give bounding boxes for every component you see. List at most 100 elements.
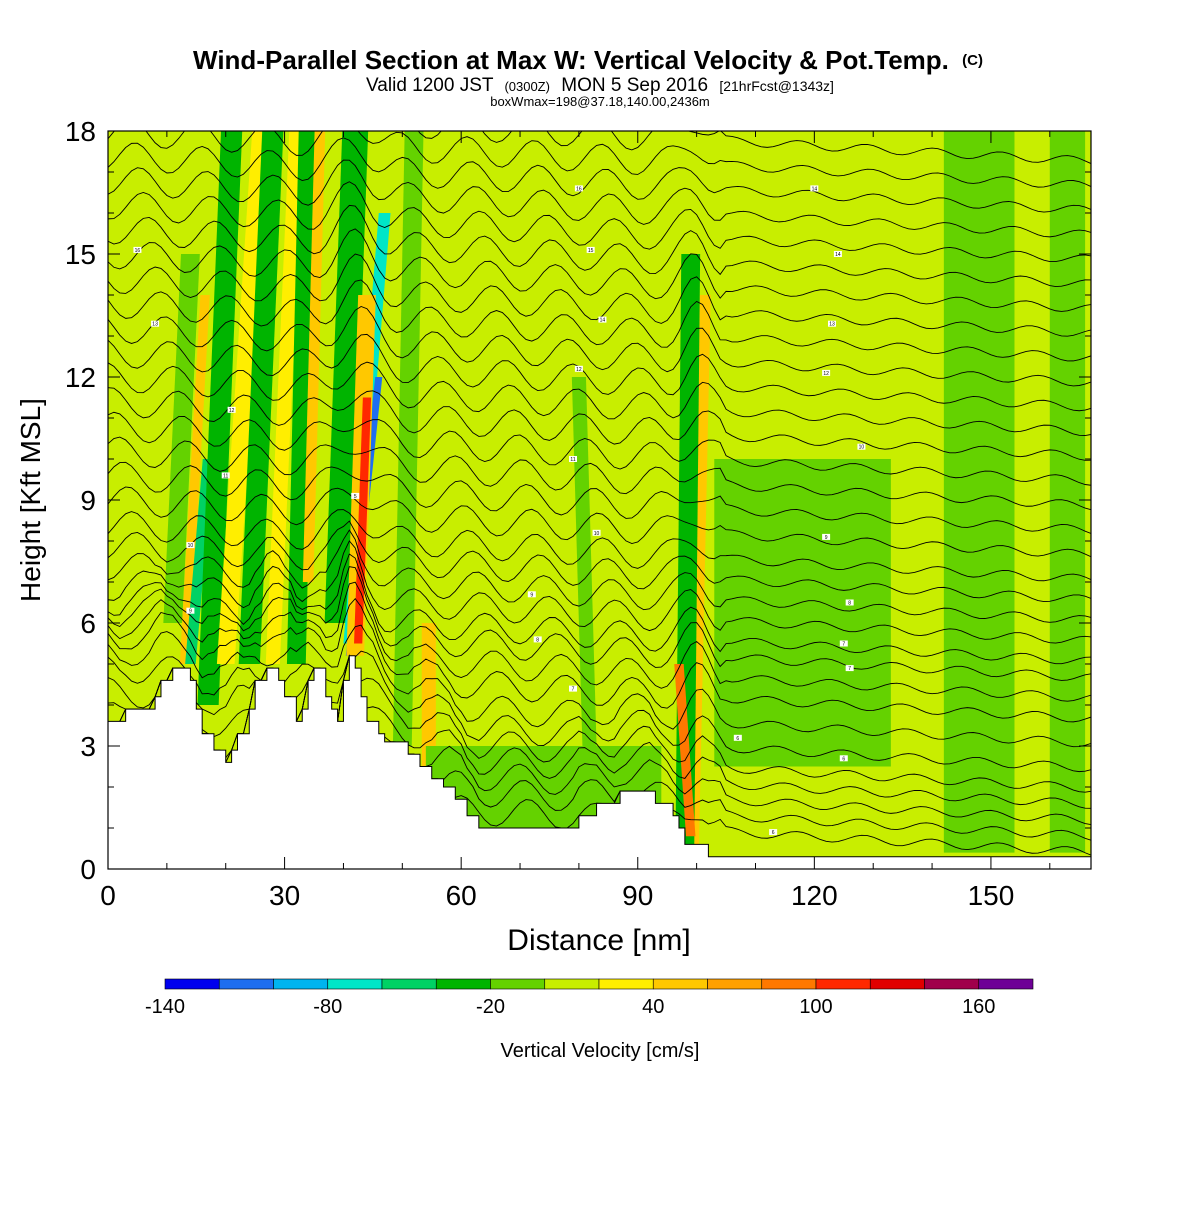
velocity-band-19 bbox=[674, 664, 696, 837]
svg-text:8: 8 bbox=[848, 601, 851, 607]
svg-text:6: 6 bbox=[736, 736, 739, 742]
contour-label: 10 bbox=[592, 529, 601, 537]
theta-contour-22 bbox=[108, 305, 1091, 387]
valid-time-line: Valid 1200 JST (0300Z) MON 5 Sep 2016 [2… bbox=[366, 75, 834, 96]
contour-label: 13 bbox=[151, 320, 160, 328]
colorbar-swatch bbox=[490, 978, 546, 990]
contour-label: 9 bbox=[527, 591, 536, 598]
svg-text:10: 10 bbox=[859, 445, 865, 451]
colorbar-swatch bbox=[164, 978, 220, 990]
velocity-band-15 bbox=[421, 623, 436, 767]
svg-text:10: 10 bbox=[188, 543, 194, 549]
theta-contour-25 bbox=[108, 228, 1091, 312]
colorbar-tick-label: 160 bbox=[962, 996, 995, 1018]
theta-contour-10 bbox=[108, 553, 1091, 665]
theta-contour-16 bbox=[108, 461, 1091, 534]
theta-contour-26 bbox=[108, 204, 1091, 287]
svg-text:14: 14 bbox=[600, 318, 606, 324]
valid-date-label: MON 5 Sep 2016 bbox=[561, 75, 708, 96]
velocity-band-8 bbox=[302, 131, 326, 582]
valid-time-label: Valid 1200 JST bbox=[366, 75, 494, 96]
contour-label: 16 bbox=[133, 246, 142, 254]
x-tick-label: 150 bbox=[968, 880, 1015, 911]
theta-contour-12 bbox=[108, 529, 1091, 623]
svg-text:6: 6 bbox=[842, 756, 845, 762]
theta-contour-8 bbox=[108, 581, 1091, 702]
contour-label: 7 bbox=[839, 640, 848, 648]
svg-text:6: 6 bbox=[772, 830, 775, 836]
colorbar-swatch bbox=[978, 978, 1034, 990]
colorbar-tick-label: 40 bbox=[642, 996, 664, 1018]
contour-label: 6 bbox=[769, 829, 778, 836]
colorbar-swatch bbox=[544, 978, 600, 990]
velocity-band-14 bbox=[392, 131, 424, 746]
contour-label: 7 bbox=[569, 685, 578, 693]
colorbar-tick-label: -20 bbox=[476, 996, 505, 1018]
contour-label: 6 bbox=[839, 755, 848, 762]
plot-area: 16 16 15 14 14 14 13 13 12 12 12 11 11 10 10 10 9 9 9 8 8 7 7 7… bbox=[108, 131, 1091, 869]
colorbar-swatch bbox=[435, 978, 491, 990]
contour-label: 5 bbox=[351, 492, 360, 500]
x-tick-label: 0 bbox=[100, 880, 116, 911]
svg-text:5: 5 bbox=[354, 494, 357, 500]
svg-text:9: 9 bbox=[825, 535, 828, 541]
svg-text:8: 8 bbox=[536, 637, 539, 643]
colorbar-swatch bbox=[815, 978, 871, 990]
colorbar-swatch bbox=[652, 978, 708, 990]
colorbar-swatch bbox=[598, 978, 654, 990]
y-tick-label: 9 bbox=[80, 485, 96, 516]
contour-label: 15 bbox=[586, 246, 595, 254]
colorbar-swatch bbox=[273, 978, 329, 990]
theta-contour-15 bbox=[108, 486, 1091, 558]
theta-contour-7 bbox=[108, 598, 1091, 723]
theta-contour-14 bbox=[108, 509, 1091, 582]
utc-time-label: (0300Z) bbox=[504, 79, 550, 94]
colorbar-swatch bbox=[218, 978, 274, 990]
theta-contour-21 bbox=[108, 333, 1091, 412]
y-tick-label: 18 bbox=[65, 116, 96, 147]
contour-label: 11 bbox=[569, 456, 578, 463]
svg-text:9: 9 bbox=[189, 609, 192, 615]
velocity-band-5 bbox=[238, 131, 284, 664]
velocity-band-13 bbox=[354, 397, 372, 644]
x-tick-label: 60 bbox=[446, 880, 477, 911]
svg-text:12: 12 bbox=[576, 367, 582, 373]
colorbar-tick-label: -140 bbox=[145, 996, 185, 1018]
y-tick-label: 6 bbox=[80, 608, 96, 639]
colorbar-swatch bbox=[924, 978, 980, 990]
x-tick-label: 120 bbox=[791, 880, 838, 911]
svg-text:12: 12 bbox=[229, 408, 235, 414]
contour-label: 12 bbox=[227, 406, 236, 414]
theta-contour-6 bbox=[108, 624, 1091, 748]
velocity-band-7 bbox=[286, 131, 318, 664]
velocity-band-22 bbox=[943, 131, 1015, 853]
svg-text:13: 13 bbox=[152, 322, 158, 328]
svg-text:7: 7 bbox=[572, 687, 575, 693]
velocity-band-16 bbox=[571, 377, 598, 787]
contour-label: 7 bbox=[845, 665, 854, 672]
colorbar-label: Vertical Velocity [cm/s] bbox=[501, 1040, 700, 1062]
contour-label: 10 bbox=[186, 542, 195, 549]
svg-text:9: 9 bbox=[530, 592, 533, 598]
theta-contour-13 bbox=[108, 520, 1091, 603]
x-tick-label: 90 bbox=[622, 880, 653, 911]
contour-label: 12 bbox=[822, 369, 831, 377]
contour-label: 14 bbox=[810, 185, 819, 192]
x-axis-label: Distance [nm] bbox=[507, 924, 690, 957]
svg-text:7: 7 bbox=[842, 642, 845, 648]
theta-contour-11 bbox=[108, 540, 1091, 644]
x-tick-label: 30 bbox=[269, 880, 300, 911]
y-tick-label: 12 bbox=[65, 362, 96, 393]
theta-contour-23 bbox=[108, 279, 1091, 362]
velocity-band-9 bbox=[324, 131, 369, 623]
contour-label: 13 bbox=[828, 320, 837, 328]
contour-label: 6 bbox=[733, 734, 742, 742]
theta-contour-31 bbox=[294, 131, 1091, 164]
velocity-band-6 bbox=[265, 131, 304, 664]
contour-label: 12 bbox=[574, 365, 583, 373]
colorbar-tick-label: -80 bbox=[313, 996, 342, 1018]
contour-label: 9 bbox=[822, 533, 831, 541]
contour-label: 14 bbox=[598, 316, 607, 324]
svg-text:Wind-Parallel Section at Max W: Wind-Parallel Section at Max W: Vertical… bbox=[193, 45, 983, 75]
y-tick-label: 3 bbox=[80, 731, 96, 762]
